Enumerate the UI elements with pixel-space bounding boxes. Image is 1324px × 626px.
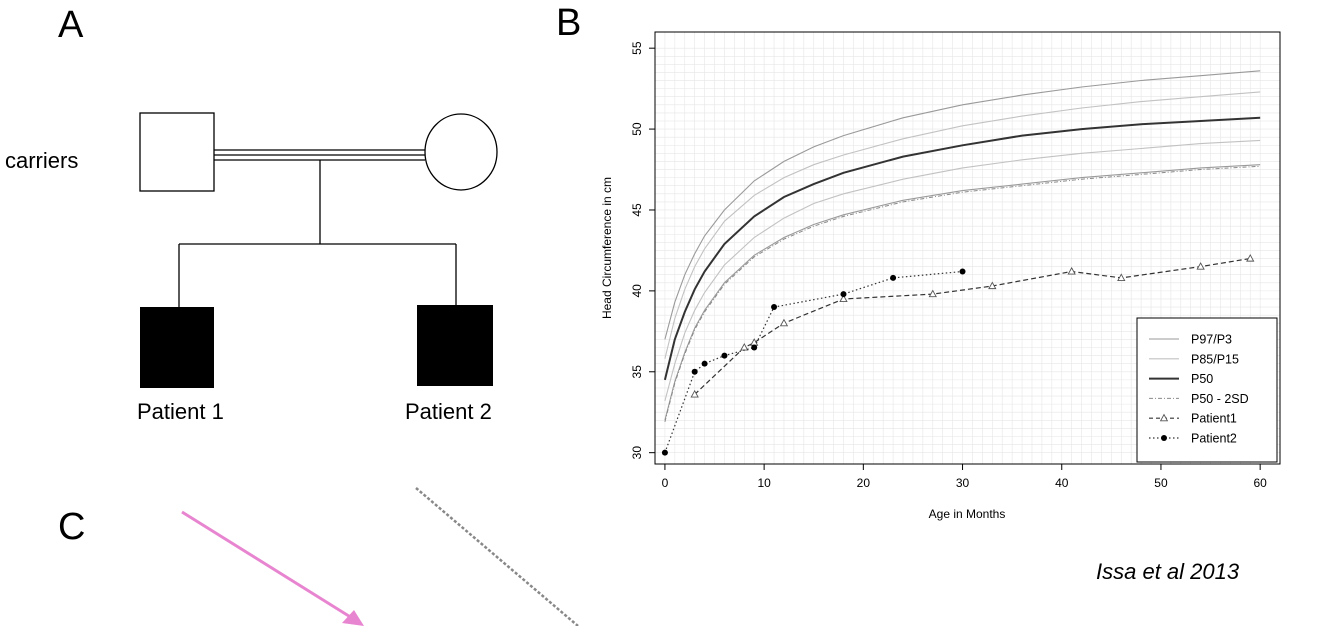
legend-label: Patient2 (1191, 432, 1237, 446)
x-tick-label: 50 (1154, 476, 1168, 490)
data-point-patient1 (740, 342, 749, 351)
patient1-label: Patient 1 (137, 399, 224, 424)
data-point-patient2 (661, 449, 668, 456)
gray-dashed-line (415, 487, 579, 626)
y-tick-label: 55 (630, 41, 644, 55)
data-point-patient2 (771, 304, 778, 311)
plot-frame (654, 31, 1281, 465)
patient2-label: Patient 2 (405, 399, 492, 424)
data-point-patient2 (721, 352, 728, 359)
panel-label-b: B (556, 2, 582, 44)
percentile-curve-0-0 (664, 70, 1261, 340)
data-point-patient1 (1067, 266, 1076, 275)
panel-label-a: A (58, 4, 84, 46)
y-tick-label: 40 (630, 284, 644, 298)
data-point-patient1 (988, 281, 997, 290)
percentile-curve-3-0 (664, 165, 1261, 423)
x-tick-label: 0 (662, 476, 669, 490)
legend-label: P85/P15 (1191, 352, 1239, 366)
x-tick-label: 10 (757, 476, 771, 490)
carriers-label: carriers (5, 148, 79, 173)
patient1-square (140, 307, 214, 388)
father-square (139, 112, 215, 192)
y-tick-label: 35 (630, 365, 644, 379)
data-point-patient1 (1196, 262, 1205, 270)
data-point-patient1 (690, 389, 699, 398)
legend-box (1136, 317, 1278, 463)
data-point-patient1 (839, 294, 848, 303)
y-tick-label: 45 (630, 203, 644, 217)
series-line-patient1 (694, 257, 1251, 395)
data-point-patient2 (701, 360, 708, 367)
data-point-patient2 (751, 344, 758, 351)
data-point-patient1 (1246, 253, 1255, 262)
percentile-curve-2-0 (663, 116, 1261, 381)
data-point-patient1 (928, 289, 937, 298)
data-point-patient2 (890, 274, 897, 281)
citation: Issa et al 2013 (1096, 559, 1240, 584)
pedigree-diagram (139, 112, 498, 388)
pink-arrow-shaft (181, 510, 353, 620)
patient2-square (417, 305, 493, 386)
data-point-patient1 (779, 318, 789, 327)
x-tick-label: 40 (1055, 476, 1069, 490)
data-point-patient1 (750, 338, 759, 346)
y-tick-label: 50 (630, 122, 644, 136)
data-point-patient2 (959, 268, 966, 275)
mother-circle (424, 113, 498, 191)
legend-label: P97/P3 (1191, 333, 1232, 347)
x-tick-label: 60 (1253, 476, 1267, 490)
percentile-curve-1-1 (664, 139, 1261, 402)
legend-label: P50 - 2SD (1191, 392, 1249, 406)
legend-marker (1161, 435, 1167, 441)
data-point-patient2 (691, 368, 698, 375)
pink-arrow-head (342, 610, 364, 626)
x-axis-label: Age in Months (929, 507, 1006, 521)
legend-label: Patient1 (1191, 412, 1237, 426)
legend-label: P50 (1191, 372, 1213, 386)
legend-marker (1159, 413, 1169, 422)
data-point-patient2 (840, 291, 847, 298)
y-axis-label: Head Circumference in cm (600, 177, 614, 319)
panel-label-c: C (58, 506, 86, 548)
percentile-curve-1-0 (664, 91, 1261, 359)
percentile-curve-0-1 (664, 164, 1261, 421)
series-line-patient2 (664, 270, 963, 453)
x-tick-label: 20 (857, 476, 871, 490)
y-tick-label: 30 (630, 446, 644, 460)
data-point-patient1 (1117, 273, 1126, 281)
x-tick-label: 30 (956, 476, 970, 490)
